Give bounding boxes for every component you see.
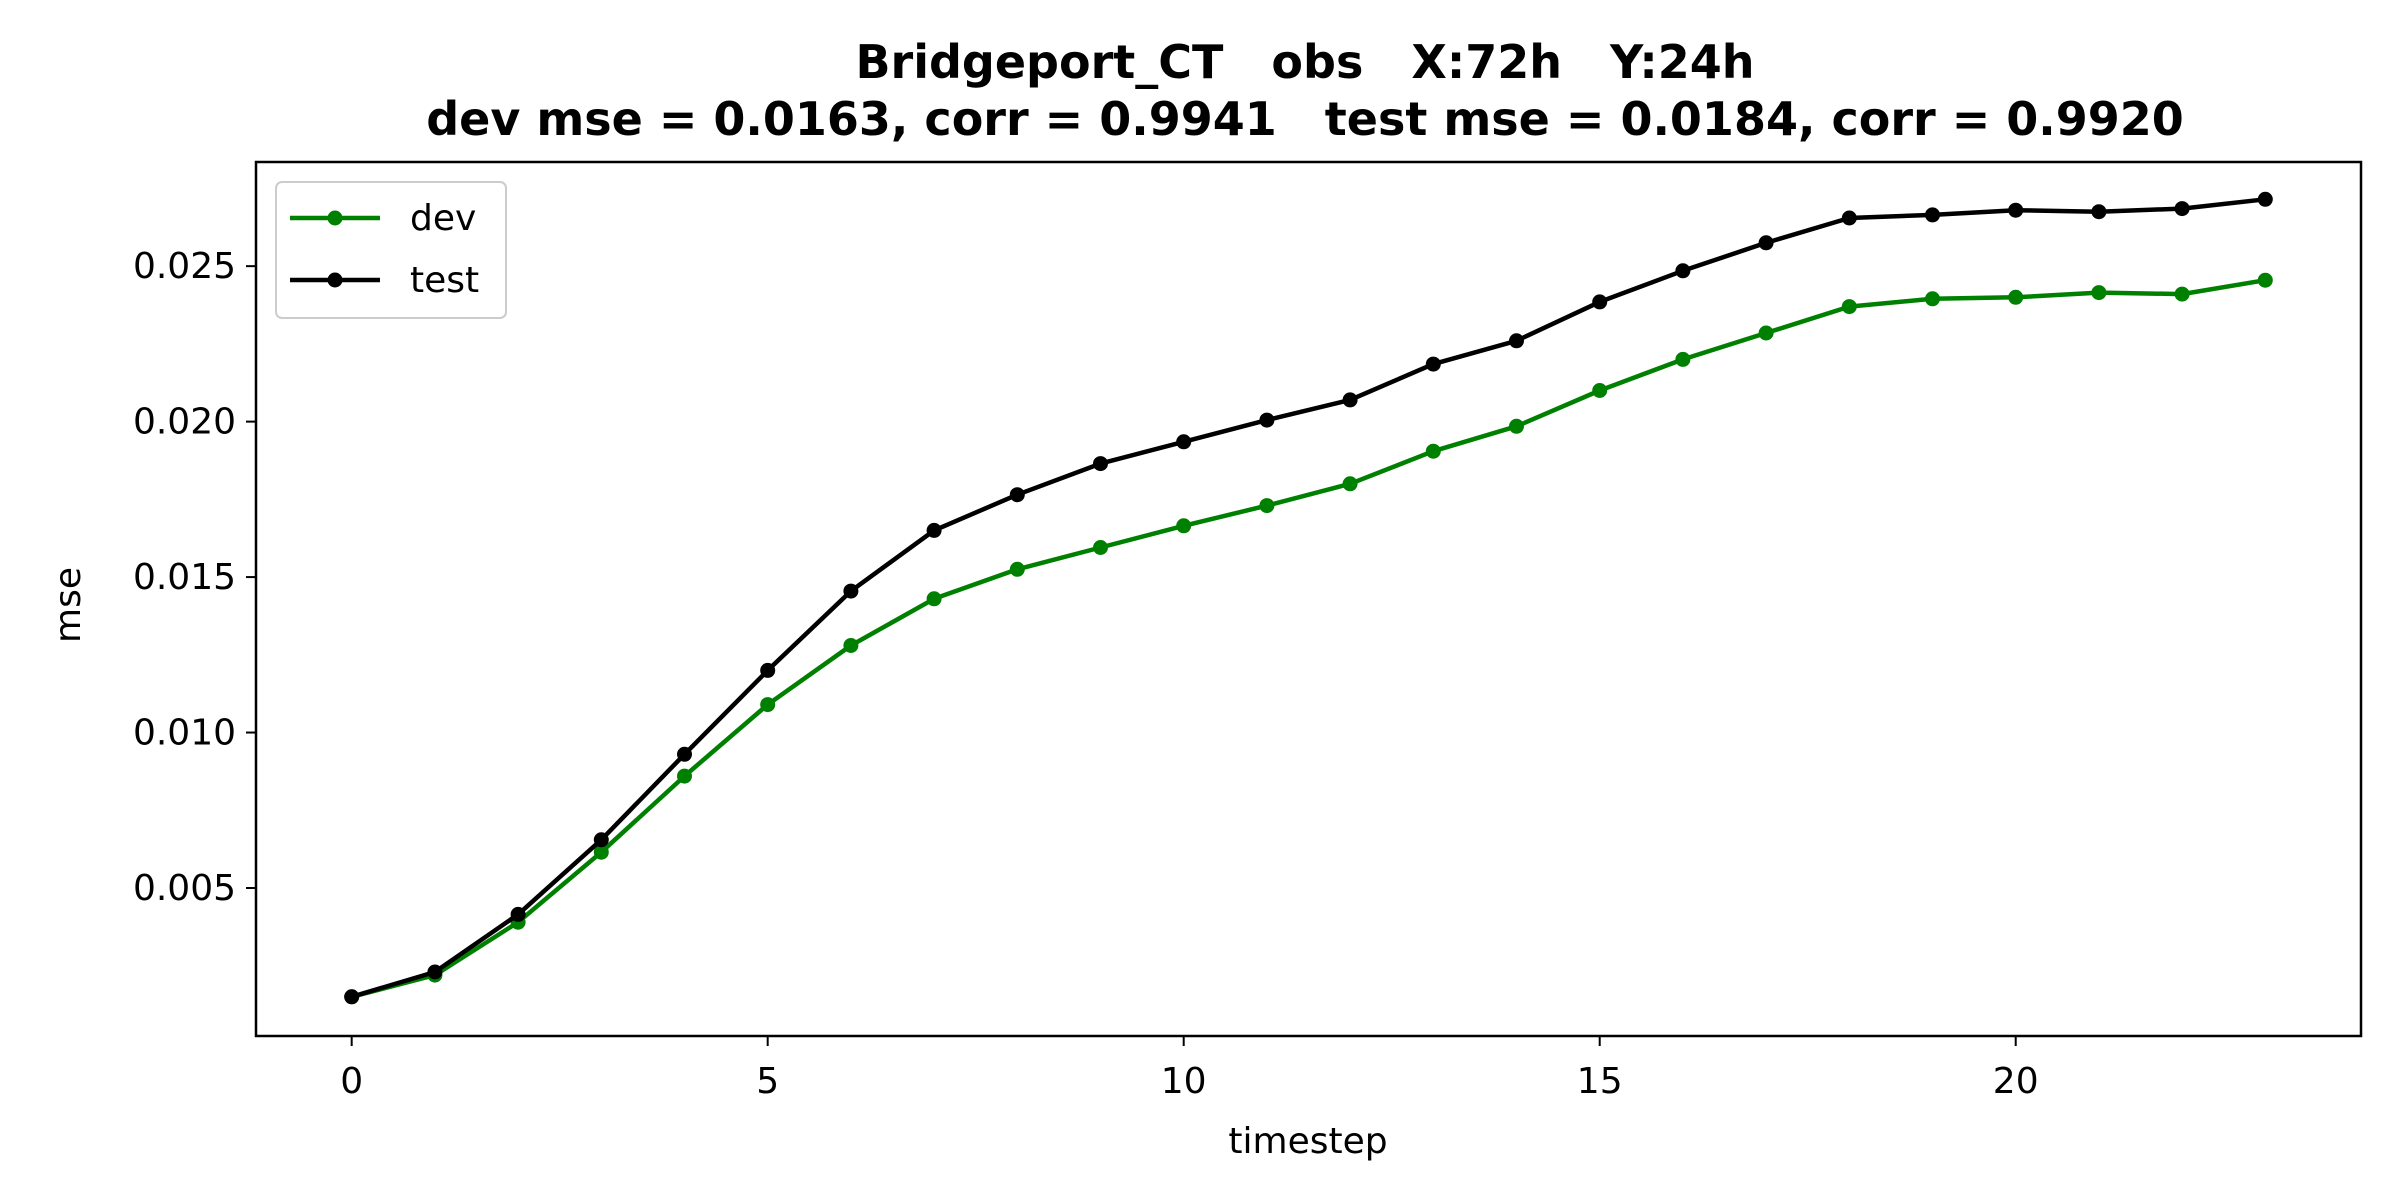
data-point-test	[1176, 434, 1192, 450]
data-point-dev	[1509, 418, 1524, 434]
plot-area	[344, 191, 2273, 1005]
data-point-dev	[2257, 272, 2273, 288]
series-line-test	[351, 197, 2266, 999]
legend-label-test: test	[410, 260, 479, 301]
data-point-test	[427, 964, 443, 980]
legend-marker-dev	[327, 210, 343, 226]
data-point-dev	[1841, 299, 1857, 315]
data-point-test	[760, 662, 776, 678]
data-point-dev	[1342, 476, 1358, 492]
data-point-test	[1009, 487, 1025, 503]
data-point-dev	[1093, 540, 1108, 555]
data-point-dev	[593, 844, 609, 860]
data-point-dev	[926, 591, 942, 607]
chart-subtitle: dev mse = 0.0163, corr = 0.9941 test mse…	[426, 92, 2184, 146]
y-tick-label: 0.020	[133, 402, 236, 443]
data-point-dev	[1176, 518, 1192, 534]
data-point-test	[1093, 456, 1108, 472]
data-point-test	[1675, 263, 1691, 279]
axis-ticks: 0 5 10 15 20 0.005 0.010 0.015 0.020 0.025	[133, 246, 2039, 1102]
data-point-test	[2257, 191, 2273, 207]
x-tick-label: 15	[1577, 1061, 1623, 1102]
data-point-dev	[843, 638, 859, 653]
data-point-test	[593, 832, 609, 848]
data-point-dev	[1675, 351, 1691, 367]
y-tick-label: 0.010	[133, 713, 236, 754]
data-point-test	[2174, 201, 2190, 217]
data-point-dev	[2008, 289, 2024, 305]
data-point-dev	[1925, 291, 1940, 307]
data-point-test	[510, 906, 526, 922]
data-point-test	[843, 583, 859, 599]
data-point-dev	[2091, 285, 2107, 301]
legend: dev test	[275, 181, 507, 319]
y-axis-label: mse	[48, 567, 89, 643]
legend-label-dev: dev	[410, 198, 476, 239]
series-line-dev	[351, 277, 2266, 999]
y-tick-label: 0.005	[133, 868, 236, 909]
y-tick-label: 0.025	[133, 246, 236, 287]
data-point-test	[1592, 294, 1608, 310]
data-point-dev	[1758, 325, 1774, 341]
data-point-test	[677, 746, 692, 762]
data-point-test	[926, 522, 942, 538]
data-point-test	[1758, 235, 1774, 251]
y-tick-label: 0.015	[133, 557, 236, 598]
x-tick-label: 0	[340, 1061, 363, 1102]
data-point-test	[1425, 356, 1441, 372]
data-point-dev	[1259, 498, 1275, 514]
x-axis-label: timestep	[1228, 1121, 1387, 1162]
data-point-dev	[1592, 383, 1608, 398]
data-point-test	[344, 989, 360, 1005]
data-point-test	[1342, 392, 1358, 408]
x-tick-label: 20	[1993, 1061, 2039, 1102]
data-point-dev	[1009, 561, 1025, 577]
data-point-test	[1925, 207, 1940, 223]
x-tick-label: 5	[756, 1061, 779, 1102]
axes-frame	[254, 160, 2363, 1038]
data-point-dev	[677, 768, 692, 784]
data-point-test	[2091, 204, 2107, 220]
data-point-test	[2008, 202, 2024, 218]
x-tick-label: 10	[1161, 1061, 1207, 1102]
chart-title: Bridgeport_CT obs X:72h Y:24h	[855, 35, 1754, 89]
data-point-test	[1259, 412, 1275, 428]
data-point-dev	[760, 697, 776, 713]
data-point-test	[1841, 210, 1857, 226]
data-point-test	[1509, 333, 1524, 349]
legend-marker-test	[327, 272, 343, 288]
data-point-dev	[1425, 443, 1441, 459]
data-point-dev	[2174, 286, 2190, 302]
